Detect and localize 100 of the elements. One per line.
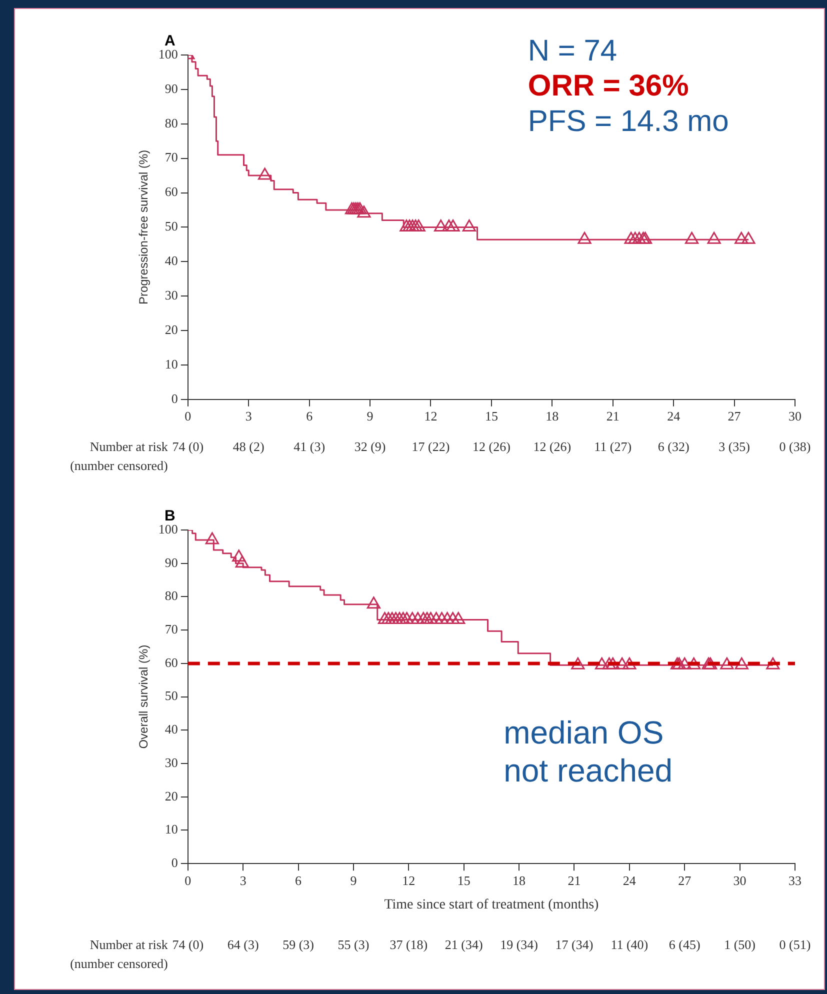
x-tick-label: 0: [184, 408, 192, 424]
point: [734, 232, 748, 244]
point: [595, 657, 609, 670]
x-tick-label: 6: [295, 872, 302, 888]
x-tick-label: 0: [184, 872, 192, 888]
point: [578, 232, 592, 244]
text: 64 (3): [227, 937, 259, 952]
point: [684, 232, 699, 244]
point: [632, 232, 646, 244]
text: Number at risk (number censored): [70, 438, 168, 473]
y-tick-label: 20: [164, 788, 178, 804]
text: 11 (27): [594, 438, 632, 454]
text: 74 (0): [172, 438, 204, 454]
text: 0 (38): [779, 438, 811, 454]
y-tick-label: 70: [164, 622, 178, 636]
text: 17 (22): [412, 438, 450, 454]
text: 37 (18): [390, 937, 428, 952]
text: 19 (34): [500, 937, 538, 952]
y-tick-label: 30: [164, 754, 178, 770]
point: [205, 532, 219, 544]
text: 3 (35): [718, 438, 750, 454]
point: [446, 219, 460, 232]
point: [462, 219, 476, 232]
y-tick-label: 40: [164, 722, 178, 737]
point: [378, 612, 392, 624]
x-tick-label: 15: [457, 872, 470, 888]
x-tick-label: 9: [350, 872, 357, 888]
point: [232, 550, 246, 562]
y-tick-label: 20: [164, 322, 178, 337]
text: 59 (3): [282, 937, 314, 952]
x-tick-label: 27: [728, 408, 742, 424]
x-tick-label: 27: [678, 872, 692, 888]
text: 12 (26): [533, 438, 572, 454]
text: 12 (26): [472, 438, 510, 454]
text: 32 (9): [354, 438, 386, 454]
text: 0 (51): [779, 937, 811, 952]
text: 41 (3): [294, 438, 326, 454]
x-tick-label: 6: [306, 408, 314, 424]
text: 74 (0): [172, 937, 204, 952]
text: 6 (45): [668, 937, 700, 952]
x-tick-label: 3: [240, 872, 246, 888]
point: [742, 232, 756, 244]
x-tick-label: 30: [733, 872, 746, 888]
y-tick-label: 40: [164, 253, 178, 268]
x-tick-label: 3: [245, 408, 252, 424]
y-tick-label: 10: [164, 822, 178, 837]
point: [628, 232, 642, 244]
y-tick-label: 70: [164, 150, 178, 165]
point: [678, 657, 692, 670]
text: 55 (3): [338, 937, 370, 952]
point: [235, 556, 249, 568]
point: [766, 657, 780, 670]
point: [357, 206, 371, 218]
point: [707, 232, 721, 244]
x-tick-label: 18: [512, 872, 526, 888]
point: [434, 219, 448, 232]
y-tick-label: 30: [164, 288, 178, 302]
annotation: median OS not reached: [504, 714, 673, 788]
y-tick-label: 0: [171, 855, 178, 870]
x-tick-label: 30: [788, 408, 802, 424]
x-tick-label: 12: [424, 408, 438, 424]
y-tick-label: 80: [164, 115, 178, 130]
x-tick-label: 21: [568, 872, 581, 888]
y-tick-label: 90: [164, 554, 178, 570]
y-tick-label: 60: [164, 184, 178, 200]
point: [622, 657, 636, 670]
x-tick-label: 18: [546, 408, 559, 424]
annotation: N = 74: [528, 34, 618, 68]
point: [720, 657, 734, 670]
point: [452, 612, 466, 624]
text: 48 (2): [232, 438, 264, 454]
point: [258, 168, 272, 180]
point: [734, 657, 748, 670]
y-tick-label: 90: [164, 80, 178, 96]
x-tick-label: 12: [402, 872, 416, 888]
point: [687, 657, 701, 670]
x-tick-label: 24: [622, 872, 636, 888]
annotation: PFS = 14.3 mo: [528, 105, 729, 138]
x-tick-label: 21: [606, 408, 620, 424]
text: 11 (40): [610, 937, 648, 952]
x-axis-title: Time since start of treatment (months): [384, 897, 600, 912]
y-tick-label: 50: [164, 218, 178, 234]
text: 17 (34): [555, 937, 594, 952]
point: [571, 657, 585, 670]
x-tick-label: 9: [366, 408, 374, 424]
y-tick-label: 0: [171, 390, 178, 406]
text: Number at risk (number censored): [70, 937, 168, 972]
text: 6 (32): [658, 438, 690, 454]
point: [602, 657, 616, 670]
point: [624, 232, 638, 244]
annotation: ORR = 36%: [528, 70, 689, 103]
y-tick-label: 80: [164, 588, 178, 604]
point: [366, 596, 381, 609]
y-tick-label: 50: [164, 688, 178, 704]
text: 21 (34): [444, 937, 483, 952]
x-tick-label: 15: [484, 408, 498, 424]
y-tick-label: 60: [164, 654, 178, 670]
text: 1 (50): [724, 937, 756, 952]
x-tick-label: 24: [667, 408, 681, 424]
point: [615, 657, 629, 670]
